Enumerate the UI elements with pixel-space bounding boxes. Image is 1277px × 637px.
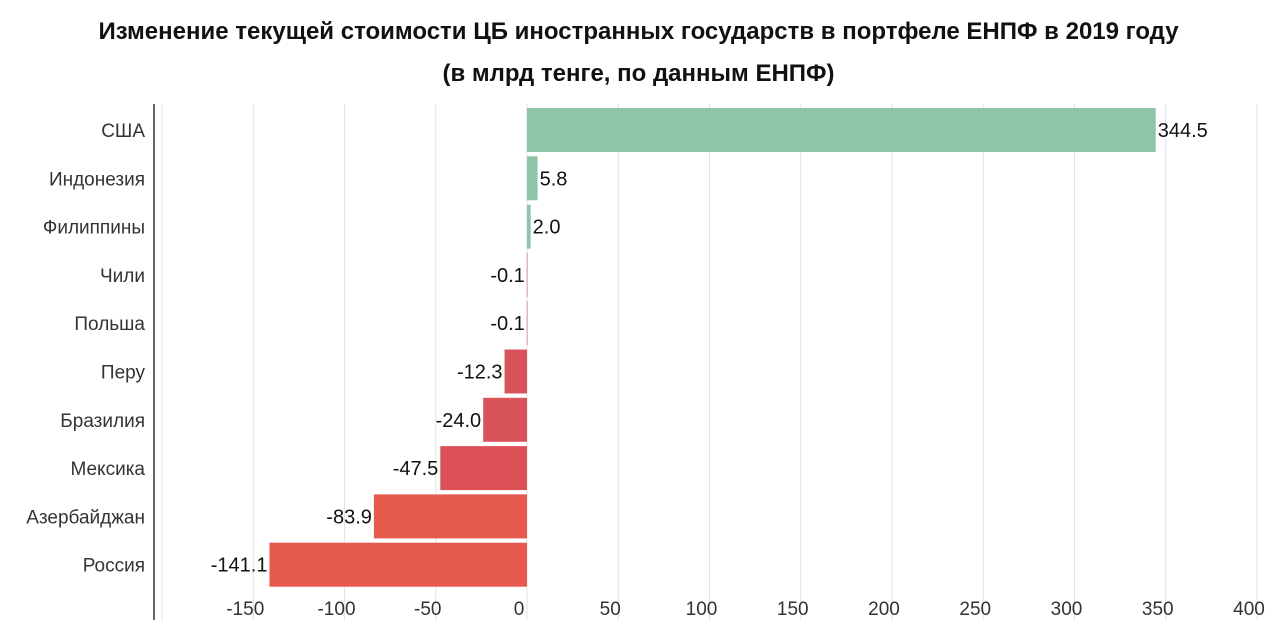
bar bbox=[526, 252, 528, 297]
x-tick-label: -100 bbox=[317, 599, 355, 620]
data-labels: 344.5 5.8 2.0 -0.1 -0.1 -12.3 -24.0 -47.5 -83.9 -… bbox=[211, 120, 1208, 577]
bar bbox=[373, 494, 527, 539]
x-tick-label: 200 bbox=[868, 599, 900, 620]
x-tick-label: -50 bbox=[414, 599, 441, 620]
data-label: -47.5 bbox=[393, 458, 439, 480]
data-label: -0.1 bbox=[490, 313, 524, 335]
x-tick-label: -150 bbox=[226, 599, 264, 620]
category-label: Польша bbox=[74, 314, 145, 335]
category-label: Чили bbox=[100, 266, 145, 287]
x-tick-label: 50 bbox=[600, 599, 621, 620]
x-tick-label: 100 bbox=[686, 599, 718, 620]
category-label: Перу bbox=[101, 363, 146, 384]
category-label: США bbox=[101, 121, 145, 142]
grid-lines bbox=[161, 104, 1258, 620]
data-label: -141.1 bbox=[211, 555, 268, 577]
bar bbox=[527, 156, 538, 201]
data-label: -0.1 bbox=[490, 265, 524, 287]
data-label: 2.0 bbox=[533, 217, 561, 239]
bar bbox=[504, 349, 527, 394]
chart-subtitle: (в млрд тенге, по данным ЕНПФ) bbox=[442, 60, 835, 87]
category-label: Азербайджан bbox=[26, 507, 145, 528]
data-label: -24.0 bbox=[436, 410, 482, 432]
bar bbox=[483, 397, 527, 442]
bar bbox=[527, 108, 1156, 152]
category-labels: США Индонезия Филиппины Чили Польша Перу Брази… bbox=[26, 121, 145, 577]
category-label: Мексика bbox=[70, 459, 145, 480]
category-label: Бразилия bbox=[60, 411, 145, 432]
x-tick-label: 400 bbox=[1233, 599, 1265, 620]
bars bbox=[269, 108, 1156, 587]
chart-title: Изменение текущей стоимости ЦБ иностранн… bbox=[98, 18, 1179, 45]
x-tick-label: 0 bbox=[514, 599, 525, 620]
data-label: -83.9 bbox=[326, 506, 372, 528]
category-label: Россия bbox=[83, 556, 145, 577]
bar bbox=[440, 446, 527, 491]
bar bbox=[269, 542, 527, 587]
data-label: -12.3 bbox=[457, 362, 503, 384]
category-label: Индонезия bbox=[49, 169, 145, 190]
category-label: Филиппины bbox=[43, 218, 145, 239]
data-label: 344.5 bbox=[1158, 120, 1208, 142]
x-tick-label: 350 bbox=[1142, 599, 1174, 620]
x-tick-label: 250 bbox=[959, 599, 991, 620]
data-label: 5.8 bbox=[540, 168, 568, 190]
x-tick-labels: -150 -100 -50 0 50 100 150 200 250 300 350 400 bbox=[226, 599, 1265, 620]
bar bbox=[526, 301, 528, 346]
x-tick-label: 150 bbox=[777, 599, 809, 620]
bar bbox=[527, 204, 531, 249]
x-tick-label: 300 bbox=[1051, 599, 1083, 620]
